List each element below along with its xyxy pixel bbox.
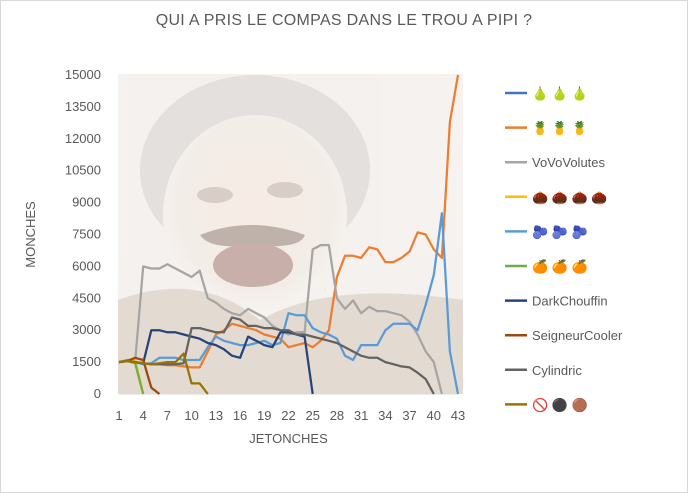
x-tick-label: 37	[402, 408, 416, 423]
legend-label: SeigneurCooler	[532, 328, 623, 343]
x-tick-label: 28	[330, 408, 344, 423]
series-line-9	[118, 352, 209, 395]
legend-label: DarkChouffin	[532, 294, 608, 309]
legend-label: 🫐 🫐 🫐	[532, 224, 588, 239]
legend-label: VoVoVolutes	[532, 155, 606, 170]
y-tick-label: 10500	[65, 163, 101, 178]
y-tick-label: 1500	[72, 354, 101, 369]
y-tick-label: 4500	[72, 290, 101, 305]
chart-title: QUI A PRIS LE COMPAS DANS LE TROU A PIPI…	[155, 12, 533, 29]
legend-label: 🌰 🌰 🌰 🌰	[532, 190, 608, 205]
y-tick-label: 9000	[72, 195, 101, 210]
y-tick-label: 6000	[72, 258, 101, 273]
legend: 🍐 🍐 🍐 🍍 🍍 🍍 VoVoVolutes 🌰 🌰 🌰 🌰 🫐 🫐 🫐 🍊 🍊 🍊 Da…	[505, 86, 623, 412]
y-tick-label: 15000	[65, 67, 101, 82]
x-tick-label: 34	[378, 408, 392, 423]
x-tick-label: 13	[209, 408, 223, 423]
x-tick-label: 40	[427, 408, 441, 423]
y-tick-label: 7500	[72, 227, 101, 242]
legend-label: Cylindric	[532, 363, 582, 378]
x-axis-title: JETONCHES	[249, 431, 328, 446]
background-photo	[118, 74, 463, 394]
y-tick-label: 0	[94, 386, 101, 401]
x-tick-label: 4	[140, 408, 147, 423]
series-line-8	[118, 316, 435, 395]
y-tick-label: 12000	[65, 131, 101, 146]
legend-label: 🍐 🍐 🍐	[532, 86, 588, 101]
legend-label: 🍍 🍍 🍍	[532, 121, 588, 136]
y-tick-label: 13500	[65, 99, 101, 114]
x-tick-label: 25	[305, 408, 319, 423]
series-lines	[118, 74, 460, 395]
x-tick-label: 10	[184, 408, 198, 423]
x-tick-label: 22	[281, 408, 295, 423]
axes: 0 1500 3000 4500 6000 7500 9000 10500 12000 13500…	[23, 67, 465, 446]
x-tick-label: 16	[233, 408, 247, 423]
x-tick-label: 31	[354, 408, 368, 423]
x-tick-label: 1	[115, 408, 122, 423]
y-axis-title: MONCHES	[23, 201, 38, 268]
legend-label: 🍊 🍊 🍊	[532, 259, 589, 274]
x-tick-label: 43	[451, 408, 465, 423]
y-tick-label: 3000	[72, 322, 101, 337]
legend-label: 🚫 ⚫ 🟤	[532, 397, 588, 412]
series-line-4	[118, 212, 460, 395]
x-tick-label: 7	[164, 408, 171, 423]
series-line-6	[118, 329, 314, 395]
x-tick-label: 19	[257, 408, 271, 423]
